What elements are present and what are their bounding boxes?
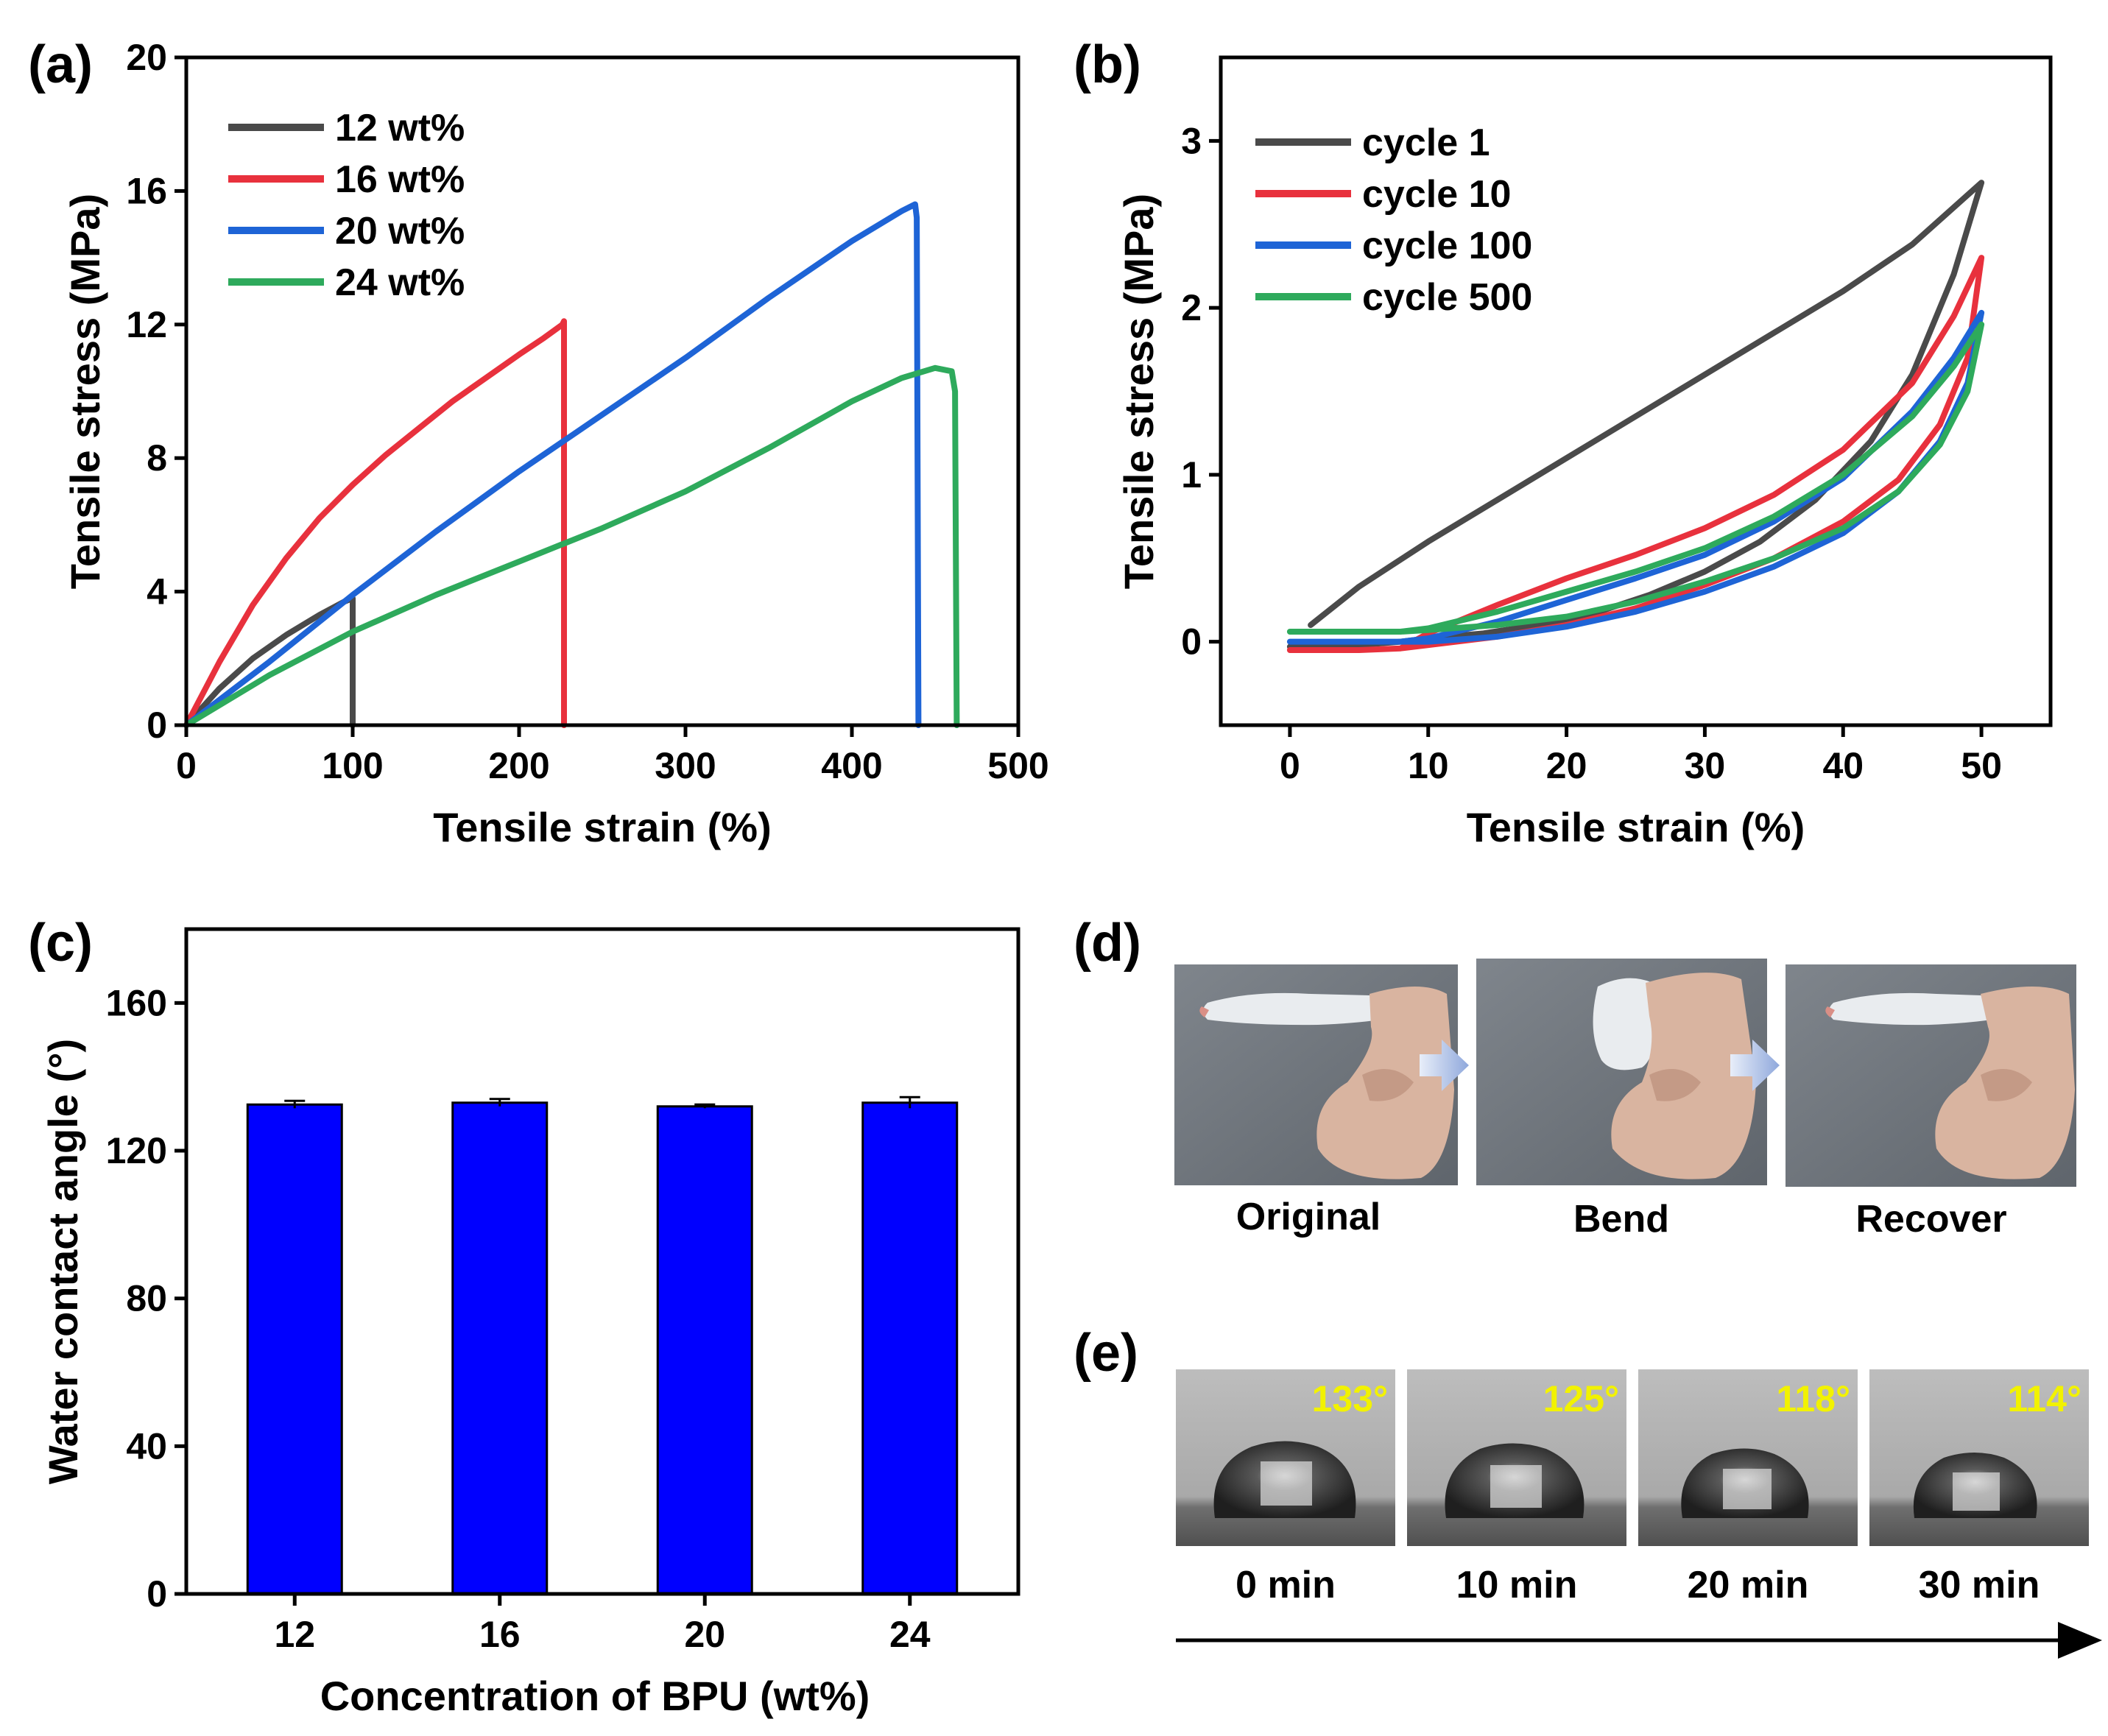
- droplet-photo-0min: 133°: [1176, 1369, 1395, 1546]
- caption-original: Original: [1236, 1196, 1381, 1238]
- photo-bend: [1476, 959, 1767, 1185]
- x-tick-label: 200: [488, 745, 549, 786]
- contact-angle-20min: 118°: [1776, 1378, 1850, 1419]
- x-tick-label: 300: [655, 745, 716, 786]
- x-tick-label: 100: [322, 745, 383, 786]
- x-tick-label: 0: [176, 745, 197, 786]
- panel-label-a: (a): [28, 35, 93, 94]
- x-tick-label: 20: [684, 1614, 725, 1655]
- panel-label-e: (e): [1074, 1324, 1138, 1383]
- x-tick-label: 30: [1685, 745, 1726, 786]
- arrow-right-icon: [1730, 1040, 1780, 1091]
- y-tick-label: 16: [126, 170, 167, 211]
- x-tick-label: 16: [479, 1614, 521, 1655]
- legend-label: 24 wt%: [335, 261, 465, 304]
- panel-label-d: (d): [1074, 914, 1141, 973]
- x-tick-label: 400: [821, 745, 882, 786]
- y-tick-label: 80: [126, 1278, 167, 1319]
- legend-label: cycle 100: [1362, 225, 1532, 267]
- series-line-cycle-500: [1286, 321, 1985, 635]
- x-tick-label: 20: [1546, 745, 1587, 786]
- y-axis-label: Tensile stress (MPa): [1115, 194, 1162, 589]
- contact-angle-10min: 125°: [1543, 1378, 1619, 1419]
- y-tick-label: 4: [147, 571, 167, 613]
- y-tick-label: 120: [106, 1130, 167, 1171]
- caption-bend: Bend: [1573, 1198, 1669, 1241]
- droplet-photo-30min: 114°: [1869, 1369, 2089, 1546]
- x-tick-label: 12: [274, 1614, 315, 1655]
- series-line-16-wt-: [183, 318, 567, 728]
- time-label-0min: 0 min: [1235, 1564, 1336, 1606]
- contact-angle-0min: 133°: [1312, 1378, 1388, 1419]
- series-line-24-wt-: [183, 364, 960, 728]
- bar-12: [246, 1103, 343, 1595]
- caption-recover: Recover: [1855, 1198, 2006, 1241]
- legend-label: cycle 1: [1362, 121, 1490, 164]
- y-tick-label: 0: [1181, 621, 1202, 663]
- x-tick-label: 500: [987, 745, 1048, 786]
- series-line-20-wt-: [183, 201, 922, 728]
- y-tick-label: 0: [147, 1573, 167, 1615]
- x-tick-label: 24: [889, 1614, 931, 1655]
- plot-frame: [184, 927, 1020, 1596]
- time-label-10min: 10 min: [1456, 1564, 1578, 1606]
- x-tick-label: 0: [1280, 745, 1300, 786]
- x-tick-label: 40: [1822, 745, 1864, 786]
- chart-b-cyclic-loading: 0 10 20 30 40 50 0 1 2 3 Tensile strain (%) Tensile…: [1115, 55, 2053, 850]
- y-tick-label: 40: [126, 1425, 167, 1467]
- bar-24: [861, 1101, 959, 1595]
- y-axis-label: Tensile stress (MPa): [62, 194, 108, 589]
- legend-label: 20 wt%: [335, 210, 465, 253]
- y-axis-label: Water contact angle (°): [40, 1039, 86, 1484]
- plot-frame: [184, 55, 1020, 727]
- y-tick-label: 12: [126, 304, 167, 345]
- x-axis-label: Tensile strain (%): [1467, 804, 1805, 850]
- x-axis-label: Tensile strain (%): [433, 804, 772, 850]
- plot-frame: [1219, 55, 2053, 727]
- contact-angle-30min: 114°: [2007, 1378, 2081, 1419]
- bar-20: [656, 1105, 753, 1595]
- droplet-photo-20min: 118°: [1638, 1369, 1858, 1546]
- y-tick-label: 0: [147, 705, 167, 746]
- panel-e-droplets: 133° 125° 118° 114° 0 min 10 min 20 min …: [1176, 1369, 2102, 1659]
- legend-label: cycle 500: [1362, 276, 1532, 319]
- chart-a-stress-strain-concentration: 0 100 200 300 400 500 0 4 8 12 16 20 Tensile strain …: [62, 37, 1049, 850]
- legend-label: 16 wt%: [335, 158, 465, 201]
- droplet-photo-10min: 125°: [1407, 1369, 1626, 1546]
- photo-original: [1174, 964, 1458, 1185]
- y-tick-label: 1: [1181, 454, 1202, 495]
- y-tick-label: 8: [147, 437, 167, 479]
- y-tick-label: 2: [1181, 287, 1202, 328]
- legend-label: cycle 10: [1362, 173, 1511, 216]
- time-label-30min: 30 min: [1919, 1564, 2040, 1606]
- x-tick-label: 10: [1408, 745, 1449, 786]
- chart-c-water-contact-angle: 12 16 20 24 0 40 80 120 160 Concentration of BPU …: [40, 927, 1020, 1719]
- time-label-20min: 20 min: [1688, 1564, 1809, 1606]
- legend-label: 12 wt%: [335, 107, 465, 149]
- y-tick-label: 20: [126, 37, 167, 78]
- y-tick-label: 160: [106, 982, 167, 1023]
- panel-label-c: (c): [28, 914, 93, 973]
- panel-label-b: (b): [1074, 35, 1141, 94]
- bar-16: [451, 1101, 549, 1595]
- x-tick-label: 50: [1961, 745, 2002, 786]
- y-tick-label: 3: [1181, 120, 1202, 161]
- arrow-right-icon: [1420, 1040, 1469, 1091]
- photo-recover: [1786, 964, 2076, 1187]
- x-axis-label: Concentration of BPU (wt%): [320, 1673, 870, 1719]
- panel-d-photos: Original Bend Recover: [1174, 959, 2076, 1241]
- series-line-cycle-100: [1286, 309, 1985, 645]
